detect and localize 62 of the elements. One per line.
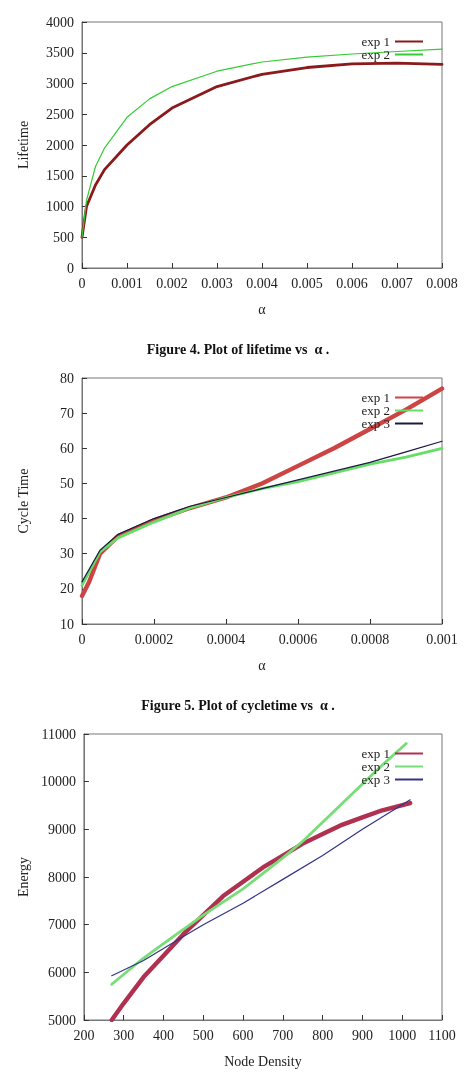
legend-label: exp 1 [361, 746, 390, 761]
y-axis-title: Energy [15, 856, 31, 898]
y-tick-label: 40 [60, 511, 74, 527]
x-axis-title: Node Density [224, 1053, 302, 1069]
y-tick-label: 500 [53, 229, 74, 245]
x-tick-label: 0.005 [291, 275, 323, 291]
y-tick-label: 30 [60, 546, 74, 562]
x-tick-label: 0.002 [156, 275, 188, 291]
y-tick-label: 3000 [46, 76, 74, 91]
x-tick-label: 1100 [428, 1027, 456, 1043]
x-tick-label: 0.0004 [206, 631, 246, 647]
y-tick-label: 11000 [41, 726, 76, 742]
x-tick-label: 800 [312, 1027, 334, 1043]
y-tick-label: 6000 [47, 964, 76, 980]
y-tick-label: 5000 [47, 1012, 76, 1028]
x-tick-label: 0.001 [111, 275, 143, 291]
y-tick-label: 60 [60, 440, 74, 456]
y-tick-label: 2000 [46, 137, 74, 153]
y-tick-label: 70 [60, 405, 74, 421]
x-tick-label: 200 [73, 1027, 95, 1043]
legend-label: exp 1 [361, 34, 390, 49]
x-tick-label: 0.004 [246, 275, 278, 291]
x-tick-label: 0.0006 [278, 631, 318, 647]
y-tick-label: 50 [60, 475, 74, 491]
x-tick-label: 500 [192, 1027, 214, 1043]
x-tick-label: 0 [78, 631, 86, 647]
line-series [111, 799, 411, 977]
x-tick-label: 900 [351, 1027, 373, 1043]
x-tick-label: 700 [272, 1027, 294, 1043]
y-tick-label: 0 [67, 260, 74, 276]
x-axis-title: α [258, 657, 267, 673]
y-tick-label: 20 [60, 581, 74, 597]
y-tick-label: 4000 [46, 14, 74, 30]
caption: Figure 5. Plot of cycletime vs α . [141, 697, 335, 713]
y-tick-label: 8000 [47, 869, 76, 885]
y-tick-label: 7000 [47, 917, 76, 933]
x-tick-label: 0.008 [426, 275, 458, 291]
y-tick-label: 2500 [46, 106, 74, 122]
x-tick-label: 0.006 [336, 275, 368, 291]
y-tick-label: 9000 [47, 821, 76, 837]
y-tick-label: 3500 [46, 45, 74, 61]
x-tick-label: 0.0002 [134, 631, 174, 647]
x-tick-label: 300 [113, 1027, 135, 1043]
x-tick-label: 0.003 [201, 275, 233, 291]
x-tick-label: 0 [78, 275, 86, 291]
x-tick-label: 0.0008 [350, 631, 390, 647]
x-tick-label: 600 [232, 1027, 254, 1043]
y-axis-title: Lifetime [15, 120, 31, 170]
legend-label: exp 1 [361, 390, 390, 405]
x-tick-label: 0.001 [426, 631, 458, 647]
y-tick-label: 80 [60, 370, 74, 386]
y-axis-title: Cycle Time [15, 468, 31, 534]
line-series [110, 742, 408, 986]
y-tick-label: 10 [60, 616, 74, 632]
y-tick-label: 1500 [46, 168, 74, 184]
x-axis-title: α [258, 301, 267, 317]
x-tick-label: 0.007 [381, 275, 413, 291]
y-tick-label: 10000 [40, 774, 76, 790]
x-tick-label: 400 [152, 1027, 174, 1043]
x-tick-label: 1000 [388, 1027, 417, 1043]
y-tick-label: 1000 [46, 199, 74, 214]
caption: Figure 4. Plot of lifetime vs α . [146, 341, 330, 357]
